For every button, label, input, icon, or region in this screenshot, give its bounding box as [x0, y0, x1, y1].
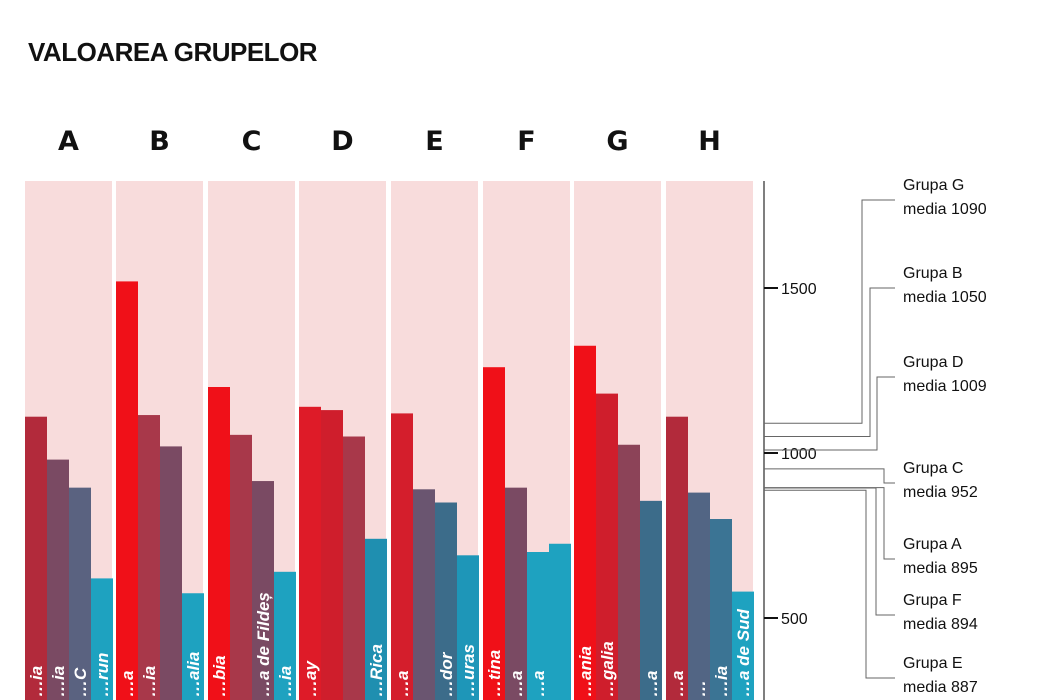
bar-label-c-1: …bia	[210, 655, 229, 697]
bar-label-f-2: …a	[507, 671, 526, 697]
annotation-group-c: Grupa C	[903, 460, 963, 477]
bar-label-g-4: …a	[642, 671, 661, 697]
bar-g-1	[574, 345, 596, 700]
y-tick-label-1500: 1500	[781, 281, 817, 298]
bar-d-3	[343, 436, 365, 700]
bar-f-2	[505, 487, 527, 700]
chart-title: VALOAREA GRUPELOR	[28, 37, 318, 67]
bar-label-e-1: …a	[393, 671, 412, 697]
bar-d-1	[299, 406, 321, 700]
annotation-leader-d	[764, 376, 895, 451]
bar-label-a-3: …C	[71, 667, 90, 697]
group-letter-e: E	[425, 126, 443, 157]
bar-f-1	[483, 367, 505, 700]
bar-label-d-1: …ay	[301, 660, 320, 697]
group-letter-h: H	[698, 126, 721, 157]
bar-f-3	[527, 552, 549, 700]
bar-label-c-4: …ia	[276, 666, 295, 697]
bar-label-h-2: …	[690, 680, 709, 697]
annotation-average-e: media 887	[903, 679, 978, 696]
bar-b-3	[160, 446, 182, 700]
annotation-group-g: Grupa G	[903, 177, 964, 194]
bar-c-3	[252, 481, 274, 700]
bar-f-4	[549, 543, 571, 700]
group-letter-d: D	[331, 126, 353, 157]
bar-label-b-1: …a	[118, 671, 137, 697]
bar-h-3	[710, 519, 732, 700]
bar-e-1	[391, 413, 413, 700]
annotation-average-c: media 952	[903, 484, 978, 501]
bar-label-a-2: …ia	[49, 666, 68, 697]
bar-b-1	[116, 281, 138, 700]
bar-a-1	[25, 416, 47, 700]
annotation-leader-f	[764, 487, 895, 616]
y-tick-label-1000: 1000	[781, 446, 817, 463]
annotation-average-d: media 1009	[903, 378, 987, 395]
bar-a-3	[69, 487, 91, 700]
bar-g-4	[640, 500, 662, 700]
bar-a-4	[91, 578, 113, 700]
group-letter-a: A	[58, 126, 79, 157]
bar-label-a-4: …run	[93, 653, 112, 697]
bar-label-h-4: …a de Sud	[734, 609, 753, 697]
annotation-group-d: Grupa D	[903, 354, 963, 371]
group-letter-b: B	[149, 126, 170, 157]
bar-label-b-2: …ia	[140, 666, 159, 697]
bar-e-4	[457, 555, 479, 700]
group-letter-c: C	[242, 126, 262, 157]
average-annotations: Grupa G media 1090 Grupa B media 1050 Grupa …	[764, 177, 987, 696]
annotation-leader-b	[764, 287, 895, 437]
bar-a-2	[47, 459, 69, 700]
annotation-leader-g	[764, 199, 895, 424]
annotation-leader-a	[764, 487, 895, 560]
bar-label-d-4: …Rica	[367, 644, 386, 697]
bar-label-h-1: …a	[668, 671, 687, 697]
bar-label-g-2: …galia	[598, 641, 617, 697]
bar-label-e-3: …dor	[437, 651, 456, 697]
bar-label-a-1: …ia	[27, 666, 46, 697]
bar-e-3	[435, 502, 457, 700]
bar-label-f-3: …a	[529, 671, 548, 697]
bar-label-e-4: …uras	[459, 644, 478, 697]
bar-label-c-3: …a de Fildeș	[254, 592, 273, 697]
group-letters: A B C D E F G H	[58, 126, 721, 157]
bar-h-4	[732, 591, 754, 700]
annotation-average-b: media 1050	[903, 289, 987, 306]
group-letter-g: G	[606, 126, 628, 157]
bar-h-1	[666, 416, 688, 700]
bar-label-f-1: …tina	[485, 650, 504, 697]
bar-label-b-4: …alia	[184, 652, 203, 697]
bar-b-4	[182, 593, 204, 700]
annotation-average-f: media 894	[903, 616, 978, 633]
bar-c-4	[274, 571, 296, 700]
bar-d-4	[365, 538, 387, 700]
annotation-average-a: media 895	[903, 560, 978, 577]
bar-g-3	[618, 444, 640, 700]
annotation-average-g: media 1090	[903, 201, 987, 218]
group-letter-f: F	[517, 126, 535, 157]
annotation-leader-e	[764, 489, 895, 679]
y-axis: 500 1000 1500	[763, 181, 817, 700]
bar-c-1	[208, 387, 230, 700]
annotation-group-e: Grupa E	[903, 655, 963, 672]
bar-h-2	[688, 492, 710, 700]
bar-b-2	[138, 415, 160, 700]
annotation-leader-c	[764, 468, 895, 484]
bars-layer: …ia …ia …C …run …a …ia …alia …bia …a de Fildeș …i…	[25, 281, 754, 700]
bar-e-2	[413, 489, 435, 700]
bar-label-h-3: …ia	[712, 666, 731, 697]
annotation-group-b: Grupa B	[903, 265, 963, 282]
bar-c-2	[230, 434, 252, 700]
bar-label-g-1: …ania	[576, 646, 595, 697]
bar-g-2	[596, 393, 618, 700]
annotation-group-f: Grupa F	[903, 592, 962, 609]
bar-d-2	[321, 410, 343, 700]
annotation-group-a: Grupa A	[903, 536, 962, 553]
y-tick-label-500: 500	[781, 611, 808, 628]
